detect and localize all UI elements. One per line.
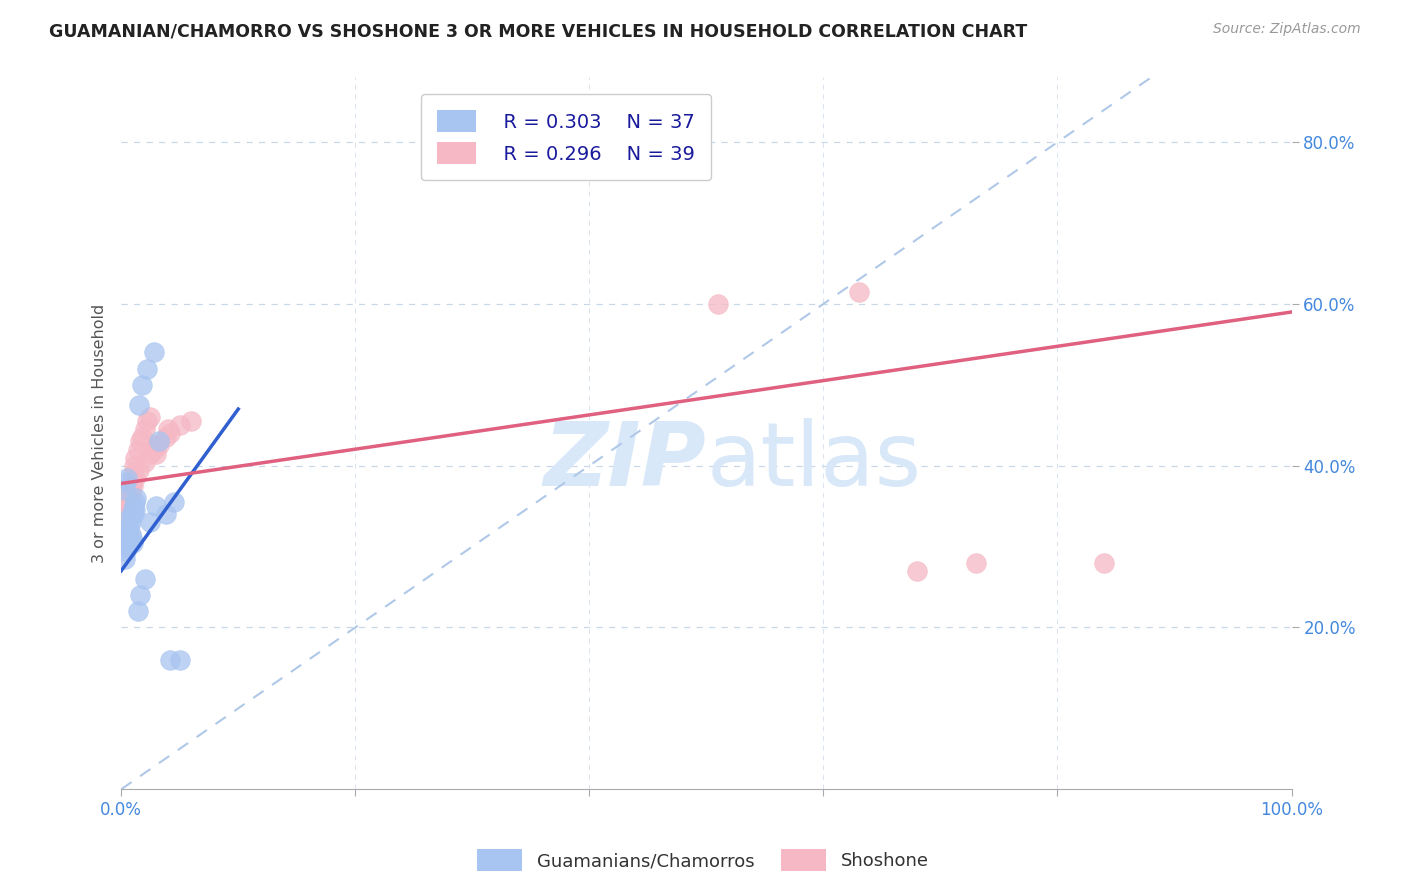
Point [117, 491, 139, 505]
Point [131, 430, 153, 444]
Text: ZIP: ZIP [544, 418, 706, 505]
Point [115, 540, 138, 554]
Point [136, 361, 159, 376]
Point [121, 507, 143, 521]
Point [124, 450, 146, 465]
Point [122, 507, 145, 521]
Point [134, 572, 156, 586]
Point [115, 532, 138, 546]
Point [121, 475, 143, 489]
Point [124, 471, 146, 485]
Point [115, 475, 138, 489]
Point [128, 398, 150, 412]
Point [122, 479, 145, 493]
Point [122, 499, 145, 513]
Point [1092, 556, 1115, 570]
Point [121, 532, 143, 546]
Point [139, 516, 162, 530]
Point [127, 604, 149, 618]
Point [129, 434, 152, 449]
Point [114, 507, 136, 521]
Point [128, 463, 150, 477]
Point [129, 588, 152, 602]
Point [115, 499, 138, 513]
Point [115, 535, 138, 549]
Point [145, 438, 167, 452]
Point [134, 455, 156, 469]
Point [115, 499, 138, 513]
Point [180, 414, 202, 428]
Point [169, 653, 191, 667]
Point [117, 524, 139, 538]
Point [117, 491, 139, 505]
Legend:   R = 0.303    N = 37,   R = 0.296    N = 39: R = 0.303 N = 37, R = 0.296 N = 39 [422, 95, 710, 180]
Point [115, 495, 138, 509]
Point [120, 487, 142, 501]
Point [169, 418, 191, 433]
Point [115, 471, 138, 485]
Point [118, 519, 141, 533]
Y-axis label: 3 or more Vehicles in Household: 3 or more Vehicles in Household [93, 303, 107, 563]
Point [115, 543, 138, 558]
Point [145, 499, 167, 513]
Point [124, 495, 146, 509]
Point [145, 446, 167, 460]
Point [965, 556, 987, 570]
Legend: Guamanians/Chamorros, Shoshone: Guamanians/Chamorros, Shoshone [470, 842, 936, 879]
Point [143, 442, 166, 457]
Point [118, 511, 141, 525]
Point [115, 503, 138, 517]
Point [155, 507, 177, 521]
Point [120, 527, 142, 541]
Point [124, 503, 146, 517]
Point [159, 426, 181, 441]
Point [139, 446, 162, 460]
Point [143, 345, 166, 359]
Point [155, 430, 177, 444]
Point [148, 434, 170, 449]
Point [122, 467, 145, 481]
Point [125, 491, 148, 505]
Point [848, 285, 870, 299]
Point [148, 438, 170, 452]
Point [117, 527, 139, 541]
Point [122, 535, 145, 549]
Point [127, 442, 149, 457]
Point [707, 297, 730, 311]
Point [118, 483, 141, 497]
Point [120, 479, 142, 493]
Point [131, 377, 153, 392]
Point [122, 503, 145, 517]
Point [905, 564, 928, 578]
Point [163, 495, 186, 509]
Point [120, 516, 142, 530]
Point [114, 551, 136, 566]
Point [114, 483, 136, 497]
Point [122, 458, 145, 473]
Point [136, 414, 159, 428]
Point [157, 422, 180, 436]
Point [159, 653, 181, 667]
Point [139, 410, 162, 425]
Text: GUAMANIAN/CHAMORRO VS SHOSHONE 3 OR MORE VEHICLES IN HOUSEHOLD CORRELATION CHART: GUAMANIAN/CHAMORRO VS SHOSHONE 3 OR MORE… [49, 22, 1028, 40]
Text: atlas: atlas [706, 418, 921, 505]
Text: Source: ZipAtlas.com: Source: ZipAtlas.com [1213, 22, 1361, 37]
Point [134, 422, 156, 436]
